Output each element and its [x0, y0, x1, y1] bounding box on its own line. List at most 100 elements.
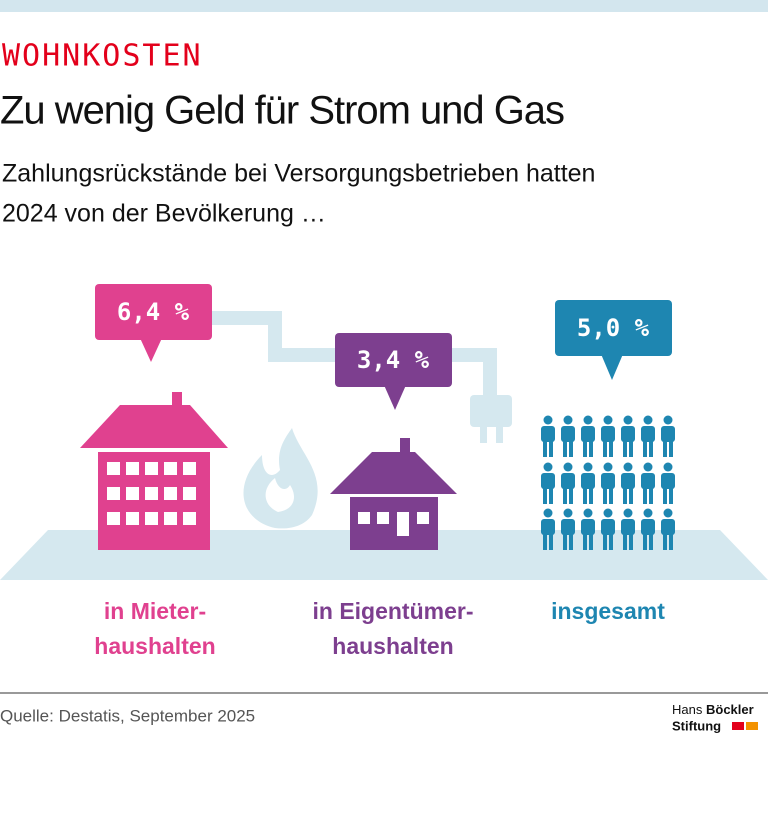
- window: [107, 512, 120, 525]
- person-leg: [569, 534, 573, 550]
- label: haushalten: [332, 633, 453, 659]
- person-body: [621, 519, 635, 535]
- person-body: [581, 519, 595, 535]
- person-leg: [669, 488, 673, 504]
- person-leg: [669, 534, 673, 550]
- person-leg: [589, 534, 593, 550]
- person-head: [603, 508, 613, 518]
- person-leg: [609, 441, 613, 457]
- bubble: [335, 333, 452, 387]
- person-leg: [623, 441, 627, 457]
- person-body: [661, 426, 675, 442]
- source: Quelle: Destatis, September 2025: [0, 706, 255, 725]
- person-head: [623, 508, 633, 518]
- top-bar: [0, 0, 768, 12]
- logo: Hans Böckler: [672, 702, 754, 717]
- bubble: [555, 300, 672, 356]
- bubble-tail: [384, 385, 406, 410]
- person-leg: [643, 488, 647, 504]
- value: 5,0 %: [577, 314, 650, 342]
- window: [126, 487, 139, 500]
- person-body: [561, 426, 575, 442]
- person-head: [543, 462, 553, 472]
- person-leg: [569, 488, 573, 504]
- person-body: [601, 473, 615, 489]
- person-body: [641, 473, 655, 489]
- window: [145, 512, 158, 525]
- person-head: [603, 462, 613, 472]
- bubble-tail: [601, 354, 623, 380]
- person-leg: [623, 488, 627, 504]
- person-body: [621, 426, 635, 442]
- person-leg: [563, 441, 567, 457]
- person-body: [601, 426, 615, 442]
- person-head: [583, 415, 593, 425]
- person-body: [561, 473, 575, 489]
- plug-pin: [480, 427, 487, 443]
- value: 6,4 %: [117, 298, 190, 326]
- window: [164, 487, 177, 500]
- flame-inner: [265, 478, 294, 512]
- person-leg: [569, 441, 573, 457]
- logo-mark: [746, 722, 758, 730]
- person-leg: [643, 534, 647, 550]
- person-leg: [563, 534, 567, 550]
- flame: [243, 428, 318, 529]
- window: [377, 512, 389, 524]
- person-leg: [563, 488, 567, 504]
- window: [107, 487, 120, 500]
- person-head: [643, 508, 653, 518]
- person-head: [663, 508, 673, 518]
- person-body: [541, 519, 555, 535]
- person-body: [581, 473, 595, 489]
- person-body: [661, 473, 675, 489]
- person-head: [663, 462, 673, 472]
- value: 3,4 %: [357, 346, 430, 374]
- person-head: [623, 462, 633, 472]
- person-head: [563, 462, 573, 472]
- cable: [212, 311, 497, 395]
- subtitle: Zahlungsrückstände bei Versorgungsbetrie…: [2, 160, 595, 188]
- person-body: [561, 519, 575, 535]
- person-leg: [543, 488, 547, 504]
- windows: [358, 512, 429, 536]
- chimney: [172, 392, 182, 412]
- label: in Eigentümer-: [312, 598, 473, 624]
- person-leg: [629, 488, 633, 504]
- person-body: [621, 473, 635, 489]
- window: [126, 512, 139, 525]
- person-leg: [669, 441, 673, 457]
- person-leg: [649, 534, 653, 550]
- person-leg: [609, 488, 613, 504]
- person-leg: [589, 488, 593, 504]
- person-head: [563, 415, 573, 425]
- window: [397, 512, 409, 536]
- person-leg: [649, 441, 653, 457]
- person-leg: [549, 488, 553, 504]
- roof: [330, 452, 457, 494]
- kicker: WOHNKOSTEN: [2, 39, 203, 74]
- roof: [80, 405, 228, 448]
- logo-part: Hans: [672, 702, 703, 717]
- person-leg: [583, 534, 587, 550]
- person-leg: [603, 488, 607, 504]
- person-leg: [603, 441, 607, 457]
- window: [164, 462, 177, 475]
- person-head: [563, 508, 573, 518]
- window: [145, 462, 158, 475]
- person-head: [623, 415, 633, 425]
- window: [183, 462, 196, 475]
- person-head: [643, 462, 653, 472]
- person-leg: [629, 534, 633, 550]
- person-leg: [629, 441, 633, 457]
- person-leg: [549, 441, 553, 457]
- window: [126, 462, 139, 475]
- person-head: [643, 415, 653, 425]
- person-body: [661, 519, 675, 535]
- person-leg: [663, 534, 667, 550]
- person-body: [641, 519, 655, 535]
- person-body: [641, 426, 655, 442]
- window: [183, 512, 196, 525]
